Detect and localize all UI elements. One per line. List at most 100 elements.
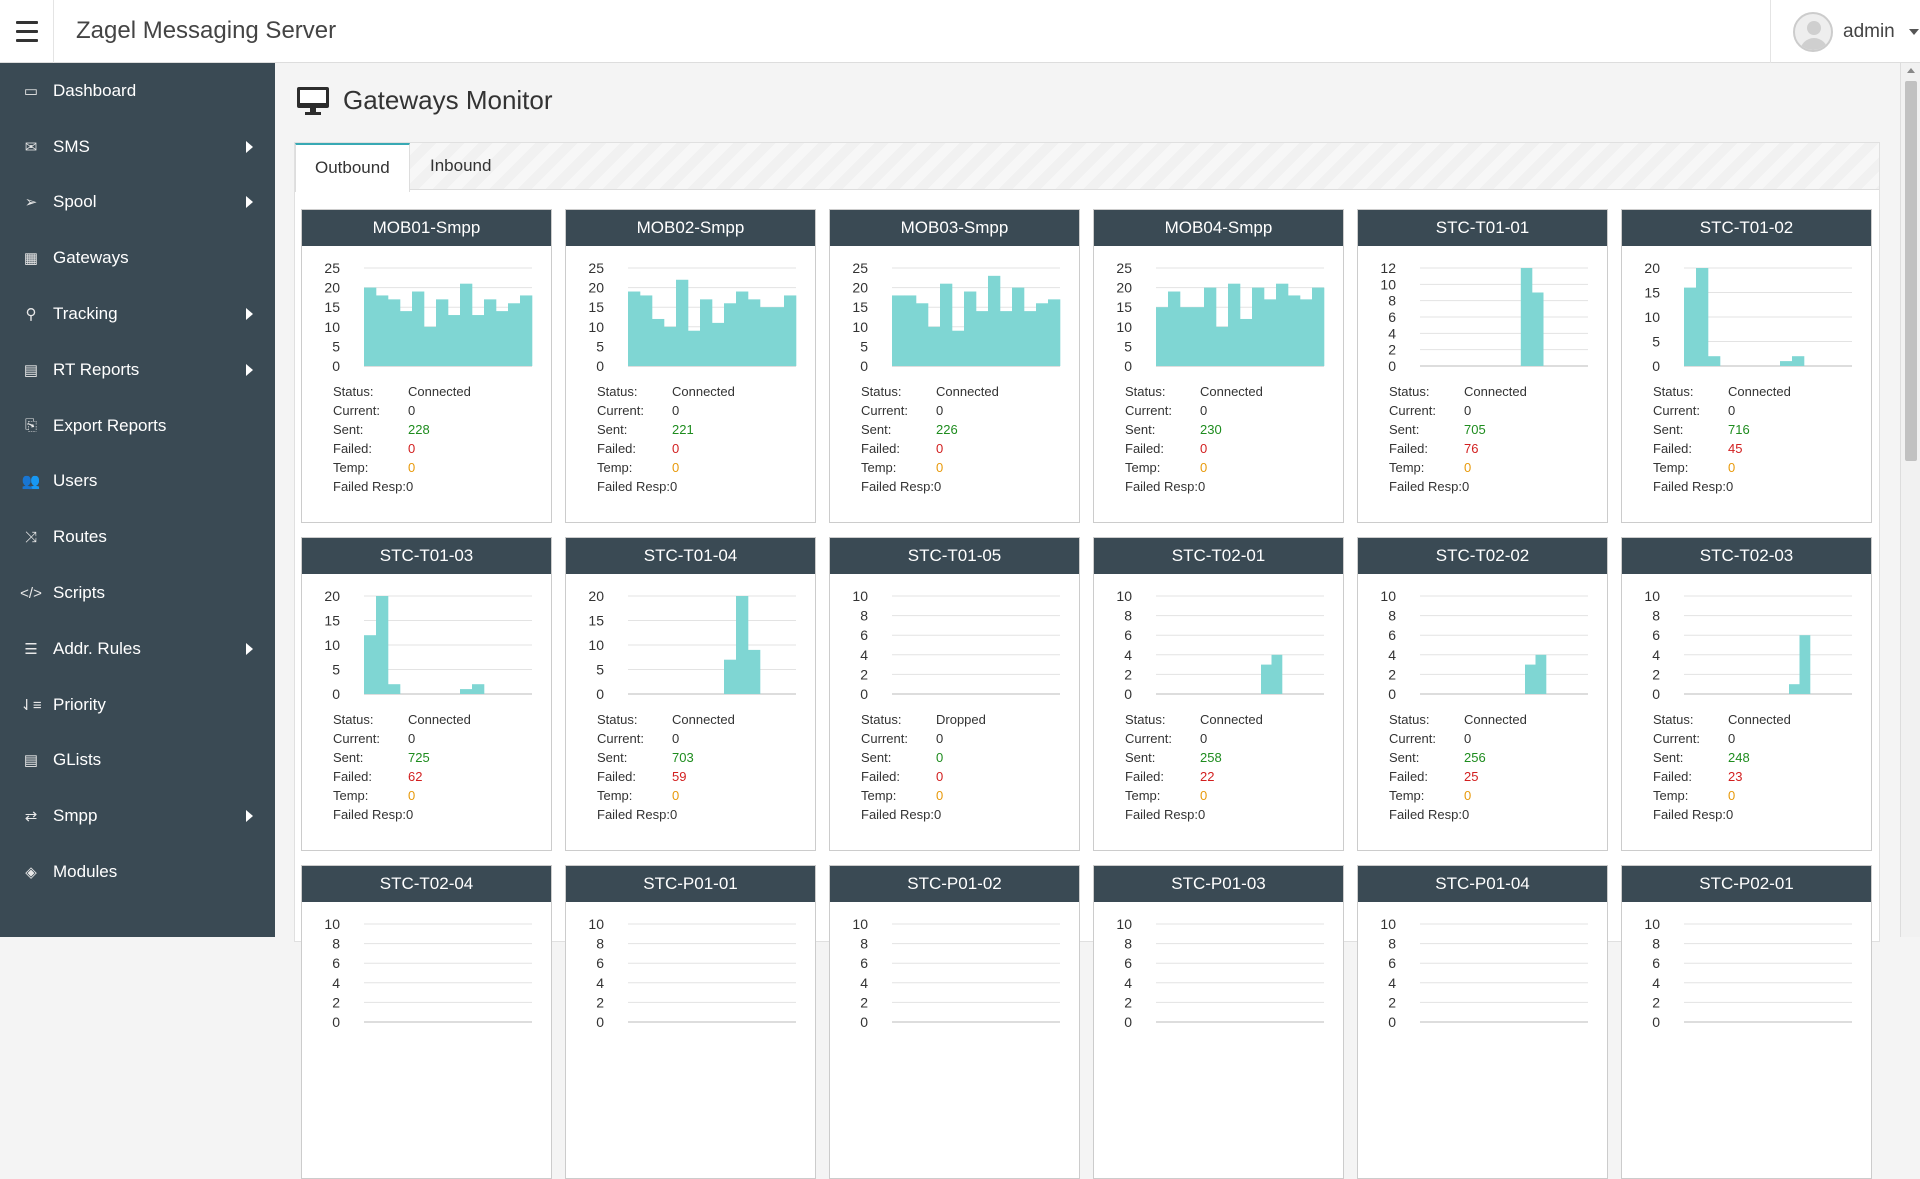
stat-row: Failed Resp: 0: [1389, 479, 1527, 498]
sidebar-item-label: Routes: [53, 527, 107, 547]
gateway-card: STC-T02-02 0 2 4 6 8 10 Status: Connected Current…: [1357, 537, 1608, 851]
sidebar-item-spool[interactable]: ➢ Spool: [0, 175, 275, 231]
sort-amount-icon: ⇃≡: [20, 696, 42, 714]
y-tick-label: 6: [1124, 627, 1132, 643]
y-tick-label: 0: [860, 686, 868, 702]
stat-row: Temp: 0: [333, 788, 471, 807]
y-tick-label: 25: [588, 260, 604, 276]
temp-label: Temp:: [1389, 788, 1425, 803]
current-label: Current:: [1653, 403, 1700, 418]
temp-value: 0: [408, 460, 416, 475]
chart-bar: [736, 596, 749, 694]
stat-row: Temp: 0: [1653, 788, 1791, 807]
y-tick-label: 0: [1388, 1014, 1396, 1030]
sidebar-item-smpp[interactable]: ⇄ Smpp: [0, 788, 275, 844]
gateway-card: STC-T02-03 0 2 4 6 8 10 Status: Connected Current…: [1621, 537, 1872, 851]
caret-right-icon: [246, 363, 253, 376]
chart-bar: [724, 303, 737, 366]
chart-bar: [916, 303, 929, 366]
failed-resp-label: Failed Resp:: [597, 807, 670, 822]
chart-bar: [508, 303, 521, 366]
sidebar-item-scripts[interactable]: </> Scripts: [0, 565, 275, 621]
status-value: Connected: [1728, 712, 1791, 727]
temp-value: 0: [1200, 788, 1208, 803]
sent-value: 256: [1464, 750, 1486, 765]
avatar: [1793, 11, 1833, 52]
app-title: Zagel Messaging Server: [76, 17, 337, 44]
gateway-name: STC-T01-02: [1622, 210, 1871, 246]
chart-bar: [1799, 635, 1811, 694]
sidebar-item-modules[interactable]: ◈ Modules: [0, 844, 275, 900]
chart-bar: [700, 299, 713, 366]
sidebar-item-priority[interactable]: ⇃≡ Priority: [0, 677, 275, 733]
chart-bar: [412, 291, 425, 366]
gateway-name: STC-T01-01: [1358, 210, 1607, 246]
failed-resp-label: Failed Resp:: [1125, 807, 1198, 822]
sent-value: 226: [936, 422, 958, 437]
chart-bar: [1288, 295, 1301, 366]
failed-resp-value: 0: [1461, 479, 1470, 494]
current-label: Current:: [1389, 403, 1436, 418]
current-value: 0: [936, 403, 944, 418]
failed-resp-label: Failed Resp:: [1653, 807, 1726, 822]
sidebar-item-label: Dashboard: [53, 80, 137, 100]
sidebar-item-label: Scripts: [53, 583, 105, 603]
sidebar-item-label: Export Reports: [53, 415, 167, 435]
sidebar-item-tracking[interactable]: ⚲ Tracking: [0, 286, 275, 342]
y-tick-label: 4: [1652, 975, 1660, 991]
scrollbar-thumb[interactable]: [1905, 81, 1917, 461]
chart-bar: [1780, 361, 1793, 366]
menu-toggle-button[interactable]: [0, 0, 54, 63]
chart-bar: [784, 295, 797, 366]
chart-bar: [760, 307, 773, 366]
status-label: Status:: [861, 712, 902, 727]
stat-row: Sent: 705: [1389, 422, 1527, 441]
stat-row: Temp: 0: [333, 460, 471, 479]
failed-resp-value: 0: [405, 807, 414, 822]
sidebar-item-gateways[interactable]: ▦ Gateways: [0, 230, 275, 286]
gateway-traffic-chart: 0 5 10 15 20: [324, 588, 532, 702]
sidebar-item-users[interactable]: 👥 Users: [0, 454, 275, 510]
y-tick-label: 10: [324, 916, 340, 932]
chart-bar: [988, 275, 1001, 366]
stat-row: Status: Connected: [597, 712, 735, 731]
stat-row: Failed Resp: 0: [1653, 807, 1791, 826]
failed-resp-label: Failed Resp:: [333, 807, 406, 822]
sidebar-item-addr-rules[interactable]: ☰ Addr. Rules: [0, 621, 275, 677]
sidebar-item-sms[interactable]: ✉ SMS: [0, 119, 275, 175]
y-tick-label: 2: [596, 994, 604, 1010]
chart-bar: [400, 311, 413, 366]
gateway-traffic-chart: 0 5 10 15 20: [588, 588, 796, 702]
status-label: Status:: [1125, 384, 1166, 399]
sidebar-item-glists[interactable]: ▤ GLists: [0, 733, 275, 789]
chart-bar: [1228, 283, 1241, 366]
sent-value: 230: [1200, 422, 1222, 437]
gateway-traffic-chart: 0 5 10 15 20 25: [852, 260, 1061, 374]
gateway-card: STC-P01-04 0 2 4 6 8 10: [1357, 865, 1608, 1179]
sidebar-item-dashboard[interactable]: ▭ Dashboard: [0, 63, 275, 119]
sidebar-item-routes[interactable]: ⤨ Routes: [0, 509, 275, 565]
sent-label: Sent:: [1653, 422, 1684, 437]
sidebar-item-export-reports[interactable]: ⎘ Export Reports: [0, 398, 275, 454]
status-label: Status:: [333, 712, 374, 727]
tab-outbound[interactable]: Outbound: [295, 143, 410, 192]
user-menu[interactable]: admin: [1770, 0, 1920, 63]
chart-bar: [1024, 311, 1037, 366]
sidebar-item-rt-reports[interactable]: ▤ RT Reports: [0, 342, 275, 398]
chart-bar: [364, 635, 377, 694]
y-tick-label: 5: [332, 338, 340, 354]
scroll-up-icon[interactable]: [1907, 68, 1915, 73]
y-tick-label: 4: [1388, 975, 1396, 991]
gateway-traffic-chart: 0 2 4 6 8 10: [852, 588, 1060, 702]
hamburger-icon: [15, 18, 38, 45]
sent-label: Sent:: [597, 422, 628, 437]
tab-inbound[interactable]: Inbound: [430, 156, 492, 175]
chart-bar: [460, 283, 473, 366]
failed-resp-value: 0: [1725, 479, 1734, 494]
page-scrollbar[interactable]: [1900, 63, 1920, 937]
y-tick-label: 2: [332, 994, 340, 1010]
gateway-traffic-chart: 0 2 4 6 8 10: [852, 916, 1060, 1030]
stat-row: Failed: 0: [597, 441, 735, 460]
gateway-traffic-chart: 0 5 10 15 20 25: [324, 260, 533, 374]
